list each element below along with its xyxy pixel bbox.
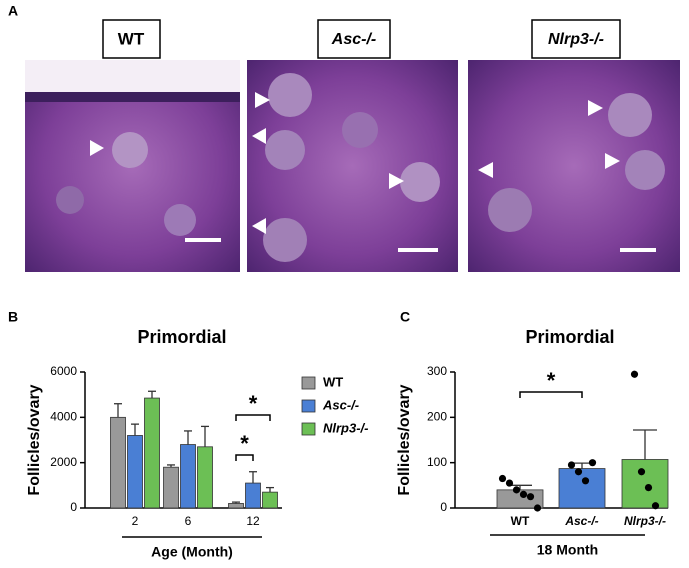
bar [163, 466, 179, 509]
data-point [505, 479, 514, 487]
genotype-label: Nlrp3-/- [548, 31, 604, 48]
y-axis-label: Follicles/ovary [26, 384, 43, 495]
significance-bracket [235, 454, 254, 461]
genotype-label: Asc-/- [331, 31, 376, 48]
label-box [102, 19, 161, 59]
y-tick-label: 0 [70, 500, 77, 514]
y-axis-label: Follicles/ovary [396, 384, 413, 495]
data-point [567, 461, 576, 469]
y-tick-label: 300 [427, 364, 447, 378]
legend-swatch [301, 422, 316, 436]
bar [262, 491, 278, 509]
y-tick-label: 100 [427, 455, 447, 469]
panel-letter: C [400, 309, 410, 325]
significance-label: * [547, 368, 556, 393]
bar [197, 446, 213, 509]
chart-title: Primordial [137, 327, 226, 347]
data-point [651, 502, 660, 510]
bar [110, 416, 126, 509]
label-box [531, 19, 621, 59]
x-axis-label: 18 Month [537, 542, 598, 558]
x-tick-label: 2 [132, 514, 139, 528]
y-tick-label: 4000 [50, 410, 77, 424]
data-point [526, 493, 535, 501]
data-point [533, 504, 542, 512]
bar [127, 435, 143, 509]
x-tick-label: Nlrp3-/- [624, 514, 666, 528]
label-box [317, 19, 391, 59]
x-tick-label: 12 [246, 514, 260, 528]
y-tick-label: 0 [440, 500, 447, 514]
bar [558, 468, 606, 509]
x-tick-label: WT [511, 514, 530, 528]
significance-label: * [240, 431, 249, 456]
bar [144, 397, 160, 509]
data-point [512, 486, 521, 494]
chart-title: Primordial [525, 327, 614, 347]
bar [245, 482, 261, 509]
genotype-label: WT [118, 29, 145, 48]
y-tick-label: 2000 [50, 455, 77, 469]
data-point [630, 370, 639, 378]
data-point [637, 468, 646, 476]
legend-label: WT [323, 374, 343, 389]
y-tick-label: 200 [427, 410, 447, 424]
bar [621, 459, 669, 509]
histology [25, 60, 680, 272]
legend-swatch [301, 399, 316, 413]
significance-bracket [235, 414, 271, 421]
data-point [574, 468, 583, 476]
panel-letter: A [8, 3, 18, 19]
data-point [498, 474, 507, 483]
bar [228, 503, 244, 509]
data-point [581, 477, 590, 485]
y-tick-label: 6000 [50, 364, 77, 378]
panel-letter: B [8, 309, 18, 325]
x-tick-label: 6 [185, 514, 192, 528]
x-tick-label: Asc-/- [564, 514, 598, 528]
significance-bracket [519, 391, 583, 398]
legend-label: Nlrp3-/- [323, 420, 369, 435]
legend-label: Asc-/- [322, 397, 359, 412]
significance-label: * [249, 391, 258, 416]
data-point [644, 484, 653, 492]
legend-swatch [301, 376, 316, 390]
data-point [519, 490, 528, 498]
bar [180, 444, 196, 509]
x-axis-label: Age (Month) [151, 544, 233, 560]
data-point [588, 459, 597, 467]
